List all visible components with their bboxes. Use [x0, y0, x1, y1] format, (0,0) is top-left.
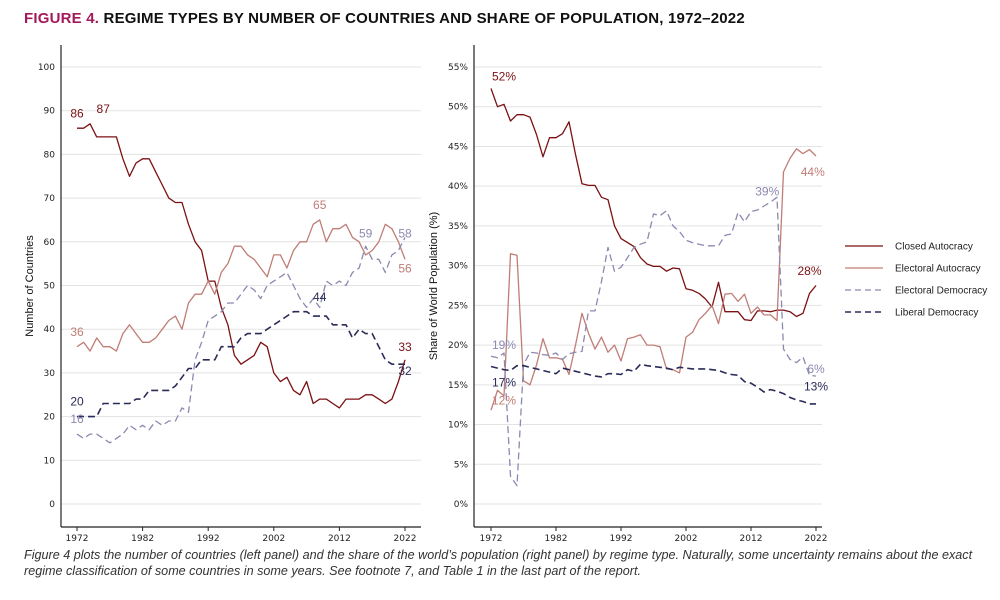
- legend: Closed Autocracy Electoral Autocracy Elect…: [845, 242, 987, 319]
- y-axis-title: Number of Countries: [24, 235, 36, 337]
- series-line-closed-autocracy: [490, 88, 817, 322]
- y-tick-label: 15%: [448, 381, 468, 391]
- legend-label: Closed Autocracy: [895, 242, 973, 253]
- y-axis-title: Share of World Population (%): [428, 212, 440, 360]
- y-tick-label: 10: [44, 456, 56, 466]
- x-tick-label: 2012: [740, 534, 763, 544]
- x-tick-label: 2002: [262, 534, 285, 544]
- y-tick-label: 0%: [454, 500, 469, 510]
- data-label: 39%: [755, 185, 779, 199]
- legend-label: Electoral Autocracy: [895, 264, 981, 275]
- y-tick-label: 20%: [448, 341, 468, 351]
- x-tick-label: 1982: [131, 534, 154, 544]
- data-label: 6%: [807, 362, 825, 376]
- population-panel: 0% 5% 10% 15% 20% 25% 30% 35% 40% 45% 50% 55% 1972 19…: [428, 45, 828, 544]
- data-label: 13%: [804, 379, 828, 393]
- figure-caption: Figure 4 plots the number of countries (…: [24, 548, 973, 578]
- y-tick-label: 30%: [448, 262, 468, 272]
- data-label: 20: [70, 395, 84, 409]
- data-label: 87: [97, 102, 111, 116]
- y-tick-label: 0: [49, 500, 55, 510]
- data-label: 36: [70, 325, 84, 339]
- data-label: 19%: [492, 338, 516, 352]
- x-tick-label: 1992: [197, 534, 220, 544]
- y-tick-label: 45%: [448, 142, 468, 152]
- y-tick-label: 30: [44, 369, 56, 379]
- x-tick-label: 1982: [545, 534, 568, 544]
- y-tick-label: 90: [44, 107, 56, 117]
- series-line-electoral-autocracy: [490, 148, 817, 411]
- data-label: 33: [398, 340, 412, 354]
- y-tick-label: 25%: [448, 301, 468, 311]
- series-line-closed-autocracy: [77, 123, 406, 409]
- data-label: 17%: [492, 375, 516, 389]
- x-tick-label: 1972: [66, 534, 89, 544]
- x-tick-label: 2002: [675, 534, 698, 544]
- data-label: 52%: [492, 70, 516, 84]
- countries-panel: 0 10 20 30 40 50 60 70 80 90 100 1972 1982 1992 2002 20…: [24, 45, 421, 544]
- y-tick-label: 60: [44, 238, 56, 248]
- y-tick-label: 50: [44, 282, 56, 292]
- y-tick-label: 70: [44, 194, 56, 204]
- series-line-liberal-democracy: [490, 363, 816, 405]
- x-tick-label: 1972: [480, 534, 503, 544]
- series-line-electoral-democracy: [76, 237, 406, 444]
- y-tick-label: 20: [44, 413, 56, 423]
- y-tick-label: 55%: [448, 63, 468, 73]
- x-tick-label: 1992: [610, 534, 633, 544]
- y-tick-label: 80: [44, 150, 56, 160]
- y-tick-label: 50%: [448, 103, 468, 113]
- series-line-electoral-democracy: [490, 196, 817, 487]
- x-tick-label: 2022: [394, 534, 417, 544]
- data-label: 28%: [797, 264, 821, 278]
- y-tick-label: 40: [44, 325, 56, 335]
- y-tick-label: 10%: [448, 421, 468, 431]
- figure-title: FIGURE 4. REGIME TYPES BY NUMBER OF COUN…: [24, 10, 745, 27]
- data-label: 44%: [801, 165, 825, 179]
- y-tick-label: 5%: [454, 460, 469, 470]
- y-tick-label: 35%: [448, 222, 468, 232]
- data-label: 16: [70, 412, 84, 426]
- data-label: 65: [313, 198, 327, 212]
- data-label: 56: [398, 261, 412, 275]
- x-tick-label: 2022: [805, 534, 828, 544]
- data-label: 86: [70, 106, 84, 120]
- data-label: 32: [398, 364, 412, 378]
- y-tick-label: 40%: [448, 182, 468, 192]
- data-label: 44: [313, 290, 327, 304]
- figure-title-text: REGIME TYPES BY NUMBER OF COUNTRIES AND …: [103, 10, 745, 27]
- series-line-liberal-democracy: [77, 310, 405, 418]
- y-tick-label: 100: [38, 63, 55, 73]
- data-label: 58: [398, 226, 412, 240]
- figure-number: FIGURE 4.: [24, 10, 100, 27]
- data-label: 59: [359, 226, 373, 240]
- legend-label: Liberal Democracy: [895, 308, 978, 319]
- series-line-electoral-autocracy: [76, 219, 406, 352]
- data-label: 12%: [492, 394, 516, 408]
- legend-label: Electoral Democracy: [895, 286, 987, 297]
- x-tick-label: 2012: [328, 534, 351, 544]
